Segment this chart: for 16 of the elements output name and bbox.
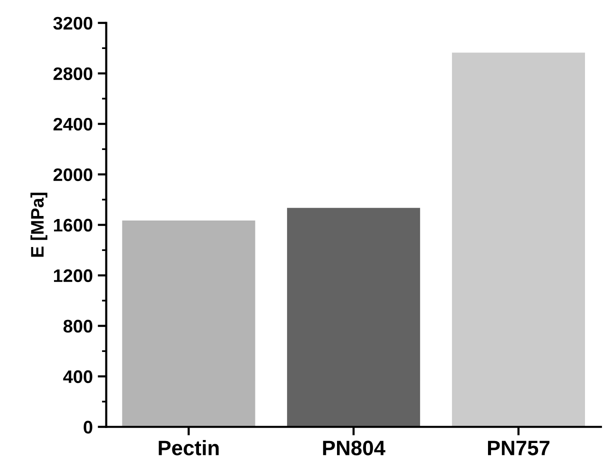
x-tick-label: PN757 bbox=[488, 440, 550, 456]
y-tick-label: 400 bbox=[63, 370, 92, 384]
y-axis-title: E [MPa] bbox=[30, 192, 48, 257]
y-tick-label: 2400 bbox=[53, 118, 92, 131]
bar bbox=[287, 208, 420, 427]
y-tick-label: 1600 bbox=[54, 218, 92, 232]
x-tick-label: PN804 bbox=[323, 440, 386, 456]
x-tick-label: Pectin bbox=[158, 440, 219, 456]
bar bbox=[122, 220, 256, 427]
y-tick-label: 1200 bbox=[54, 269, 92, 282]
y-tick-label: 2800 bbox=[53, 67, 92, 80]
y-tick-label: 0 bbox=[84, 420, 92, 434]
y-tick-label: 2000 bbox=[53, 168, 92, 182]
y-tick-label: 3200 bbox=[53, 16, 92, 30]
bar bbox=[452, 52, 585, 427]
y-tick-label: 800 bbox=[63, 320, 92, 333]
